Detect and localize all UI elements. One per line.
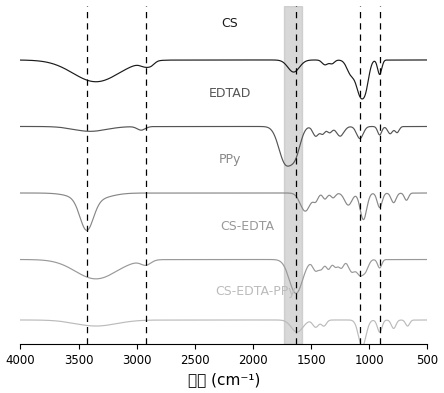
- Text: CS-EDTA: CS-EDTA: [220, 220, 274, 233]
- Bar: [284, 6, 302, 344]
- Text: PPy: PPy: [218, 153, 241, 166]
- Text: CS: CS: [221, 17, 238, 30]
- X-axis label: 波数 (cm⁻¹): 波数 (cm⁻¹): [188, 373, 260, 387]
- Text: CS-EDTA-PPy: CS-EDTA-PPy: [215, 285, 296, 298]
- Text: EDTAD: EDTAD: [209, 87, 251, 100]
